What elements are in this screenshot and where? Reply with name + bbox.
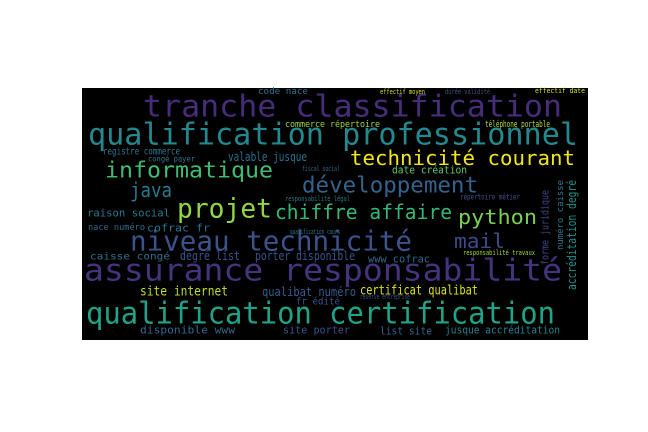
- word: disponible www: [140, 324, 235, 337]
- word: valable jusque: [228, 150, 307, 164]
- word: durée validité: [445, 88, 490, 96]
- word: porter disponible: [255, 249, 355, 263]
- word: fiscal social: [302, 165, 340, 173]
- word: téléphone portable: [485, 119, 550, 130]
- word: degré list: [180, 249, 240, 263]
- word: www cofrac: [368, 253, 430, 266]
- word: tranche classification: [143, 90, 562, 125]
- word: registre commerce: [103, 147, 180, 158]
- word: qualification cours: [290, 228, 340, 236]
- word: commerce répertoire: [285, 119, 380, 130]
- word: qualibat numéro: [262, 285, 356, 299]
- word: list site: [380, 325, 432, 338]
- word: effectif date: [535, 87, 585, 95]
- word: mail: [454, 229, 505, 253]
- word: certificat qualibat: [360, 284, 478, 299]
- word: qualification professionnel: [88, 118, 578, 153]
- word: réserve entreprise: [360, 293, 410, 301]
- word: accréditation degré: [565, 180, 579, 290]
- word: site porter: [283, 324, 350, 337]
- word: numéro caisse: [555, 180, 566, 250]
- word: répertoire métier: [460, 192, 520, 202]
- word: jusque accréditation: [445, 324, 560, 337]
- word: chiffre affaire: [275, 200, 452, 224]
- word: site internet: [140, 285, 228, 300]
- word: qualification certification: [86, 297, 555, 332]
- word: assurance responsabilité: [84, 254, 562, 289]
- word: développement: [302, 174, 478, 199]
- word: nace numéro: [88, 222, 145, 233]
- word: informatique: [105, 159, 273, 184]
- word: code nace: [258, 87, 308, 97]
- word: forme juridique: [539, 190, 552, 265]
- word: raison social: [87, 207, 170, 220]
- word: responsabilité travaux: [463, 249, 535, 257]
- word-cloud-background: [82, 88, 588, 340]
- word: cofrac fr: [147, 222, 210, 235]
- word: effectif moyen: [380, 88, 425, 96]
- word: date création: [392, 164, 467, 177]
- word: congé payer: [148, 154, 195, 164]
- word: python: [458, 205, 537, 229]
- word: technicité courant: [350, 146, 575, 170]
- word: fr édité: [296, 296, 340, 308]
- word: responsabilité légal: [285, 195, 350, 203]
- word: java: [130, 178, 172, 202]
- word: niveau technicité: [130, 225, 412, 258]
- word: caisse congé: [90, 251, 170, 263]
- word: projet: [177, 194, 272, 225]
